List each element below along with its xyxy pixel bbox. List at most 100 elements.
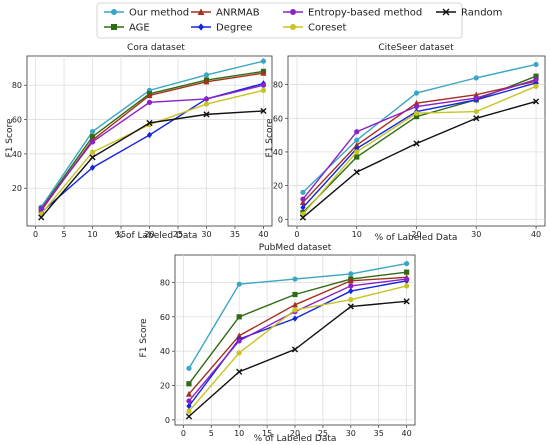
cora-panel: Cora dataset 0 5 10 15 20 25 30 35 40 20 40 60 80 % … xyxy=(5,43,273,241)
pubmed-plot: 0 5 10 15 20 25 30 35 40 0 20 40 60 80 xyxy=(160,254,416,438)
citeseer-point-age-20 xyxy=(413,113,420,120)
citeseer-ytick-label: 80 xyxy=(273,81,283,90)
citeseer-point-random-30 xyxy=(473,115,480,122)
pubmed-point-coreset-40 xyxy=(404,283,410,289)
cora-point-degree-20 xyxy=(146,131,153,139)
pubmed-series-anrmab xyxy=(185,274,410,397)
citeseer-point-coreset-40 xyxy=(533,83,539,89)
pubmed-point-age-20 xyxy=(292,291,298,298)
pubmed-point-our-method-20 xyxy=(292,276,298,282)
cora-point-anrmab-30 xyxy=(203,78,210,85)
legend-entry-anrmab: ANRMAB xyxy=(191,8,260,19)
cora-xtick-label: 20 xyxy=(144,230,154,239)
cora-title: Cora dataset xyxy=(127,43,185,53)
pubmed-point-coreset-10 xyxy=(236,350,242,356)
citeseer-point-coreset-30 xyxy=(473,108,479,115)
cora-point-coreset-10 xyxy=(89,149,96,155)
citeseer-ytick-label: 20 xyxy=(273,182,283,191)
legend-entry-random: Random xyxy=(436,8,502,19)
citeseer-xtick-label: 10 xyxy=(352,230,362,239)
legend-marker-anrmab xyxy=(197,8,205,15)
citeseer-point-anrmab-30 xyxy=(473,91,480,98)
pubmed-point-our-method-10 xyxy=(236,281,242,287)
pubmed-series-coreset xyxy=(186,283,410,414)
cora-xtick-label: 40 xyxy=(258,230,268,239)
citeseer-xtick-label: 30 xyxy=(471,230,481,239)
pubmed-point-coreset-1 xyxy=(186,408,192,414)
pubmed-xtick-label: 25 xyxy=(318,429,328,438)
pubmed-xtick-label: 20 xyxy=(290,429,300,438)
pubmed-xtick-label: 10 xyxy=(234,429,244,438)
citeseer-ylabel: F1 Score xyxy=(265,118,275,157)
cora-point-random-20 xyxy=(146,119,153,127)
pubmed-point-degree-20 xyxy=(292,315,298,322)
pubmed-point-degree-30 xyxy=(348,287,354,295)
cora-ytick-label: 80 xyxy=(12,81,22,90)
legend-entry-coreset: Coreset xyxy=(283,23,347,34)
pubmed-point-random-40 xyxy=(403,298,410,305)
citeseer-point-entropy-based-method-10 xyxy=(354,129,360,135)
legend-marker-entropy-based-method xyxy=(290,9,296,15)
cora-point-our-method-40 xyxy=(260,58,267,64)
cora-point-random-1 xyxy=(38,214,45,221)
pubmed-panel: PubMed dataset 0 5 10 15 20 25 30 35 40 0 20 40 60 80… xyxy=(139,243,416,444)
cora-point-random-40 xyxy=(260,107,267,115)
citeseer-point-random-1 xyxy=(299,214,307,221)
pubmed-point-anrmab-20 xyxy=(292,301,298,308)
cora-point-coreset-40 xyxy=(260,87,267,93)
legend-label: Entropy-based method xyxy=(308,8,422,19)
legend-marker-our-method xyxy=(111,9,117,15)
legend-label: ANRMAB xyxy=(216,8,260,19)
pubmed-point-entropy-based-method-1 xyxy=(186,398,192,404)
pubmed-point-random-1 xyxy=(185,413,193,420)
cora-point-entropy-based-method-30 xyxy=(203,96,210,102)
cora-xtick-label: 25 xyxy=(173,230,183,239)
legend-marker-age xyxy=(111,24,117,30)
pubmed-point-entropy-based-method-10 xyxy=(236,338,242,344)
pubmed-xtick-label: 5 xyxy=(209,429,214,438)
citeseer-point-random-20 xyxy=(413,140,420,147)
cora-ytick-label: 60 xyxy=(12,116,22,125)
cora-point-age-10 xyxy=(89,134,96,140)
cora-point-our-method-10 xyxy=(89,128,96,135)
citeseer-point-degree-1 xyxy=(300,204,306,211)
citeseer-point-entropy-based-method-1 xyxy=(300,196,306,202)
pubmed-series-our-method xyxy=(186,260,410,371)
cora-point-anrmab-20 xyxy=(146,92,153,99)
cora-series-coreset xyxy=(38,87,267,217)
citeseer-xlabel: % of Labeled Data xyxy=(375,233,458,243)
cora-xtick-label: 0 xyxy=(33,230,38,239)
pubmed-ylabel: F1 Score xyxy=(139,318,149,357)
cora-point-our-method-30 xyxy=(203,72,210,78)
pubmed-ytick-label: 20 xyxy=(160,382,170,391)
citeseer-point-random-10 xyxy=(353,169,360,176)
cora-xtick-label: 15 xyxy=(116,230,126,239)
citeseer-point-coreset-20 xyxy=(413,110,420,116)
pubmed-ytick-label: 60 xyxy=(160,313,170,322)
pubmed-ytick-label: 40 xyxy=(160,347,170,356)
citeseer-point-anrmab-20 xyxy=(413,99,420,106)
pubmed-point-entropy-based-method-30 xyxy=(348,283,354,289)
cora-point-entropy-based-method-20 xyxy=(146,99,153,105)
pubmed-point-our-method-1 xyxy=(186,365,192,371)
legend-entry-our-method: Our method xyxy=(104,8,189,19)
pubmed-point-age-10 xyxy=(236,314,242,320)
citeseer-series-our-method xyxy=(300,61,539,195)
legend-marker-coreset xyxy=(290,24,296,30)
pubmed-point-age-1 xyxy=(186,381,192,387)
pubmed-point-anrmab-30 xyxy=(347,277,354,284)
citeseer-series-random xyxy=(299,98,540,221)
legend: Our method AGE ANRMAB Degree Entropy-based m… xyxy=(96,2,502,39)
pubmed-point-anrmab-10 xyxy=(236,332,243,339)
cora-ytick-label: 40 xyxy=(12,150,22,159)
legend-label: Degree xyxy=(216,23,252,34)
pubmed-xtick-label: 40 xyxy=(402,429,412,438)
cora-xtick-label: 10 xyxy=(87,230,97,239)
legend-box xyxy=(96,2,463,39)
pubmed-xtick-label: 30 xyxy=(346,429,356,438)
pubmed-point-degree-1 xyxy=(186,402,192,410)
citeseer-point-our-method-10 xyxy=(354,137,360,143)
citeseer-title: CiteSeer dataset xyxy=(378,43,454,53)
citeseer-point-anrmab-10 xyxy=(353,142,360,148)
